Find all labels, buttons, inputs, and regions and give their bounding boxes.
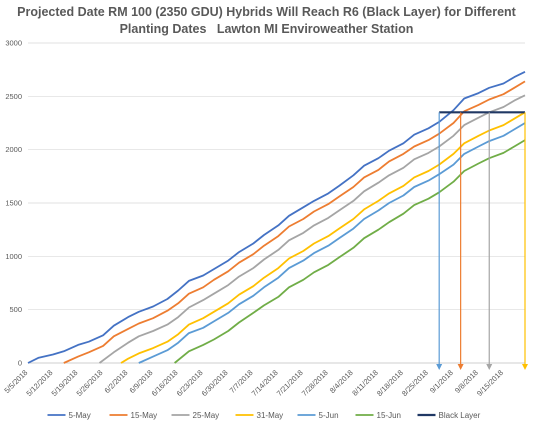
x-tick-label: 5/19/2018 [50, 368, 80, 398]
chart-title: Projected Date RM 100 (2350 GDU) Hybrids… [0, 4, 533, 38]
y-tick-label: 2000 [5, 145, 22, 154]
legend-label-31-may: 31-May [257, 411, 284, 420]
legend-label-5-may: 5-May [69, 411, 91, 420]
x-tick-label: 8/25/2018 [400, 368, 430, 398]
legend: 5-May 15-May 25-May 31-May 5-Jun 15-Jun Black … [47, 411, 481, 420]
x-tick-label: 5/26/2018 [75, 368, 105, 398]
y-axis-ticks: 0 500 1000 1500 2000 2500 3000 [5, 39, 22, 368]
chart-subtitle: Planting Dates Lawton MI Enviroweather S… [119, 22, 414, 36]
x-tick-label: 6/16/2018 [150, 368, 180, 398]
x-tick-label: 8/18/2018 [375, 368, 405, 398]
series-lines [27, 70, 526, 364]
x-tick-label: 6/2/2018 [103, 368, 130, 395]
x-tick-label: 9/15/2018 [475, 368, 505, 398]
x-tick-label: 5/12/2018 [24, 368, 54, 398]
x-tick-label: 7/28/2018 [300, 368, 330, 398]
arrow-head [457, 364, 464, 370]
y-tick-label: 500 [9, 305, 22, 314]
y-tick-label: 2500 [5, 92, 22, 101]
x-tick-label: 7/21/2018 [275, 368, 305, 398]
y-tick-label: 0 [18, 359, 22, 368]
series-line-5-may [27, 70, 526, 364]
arrow-head [522, 364, 528, 370]
y-tick-label: 1500 [5, 199, 22, 208]
series-line-5-jun [138, 122, 526, 364]
legend-label-15-jun: 15-Jun [377, 411, 401, 420]
legend-label-5-jun: 5-Jun [319, 411, 339, 420]
arrow-head [486, 364, 493, 370]
y-tick-label: 1000 [5, 252, 22, 261]
chart-title-line-1: Projected Date RM 100 (2350 GDU) Hybrids… [17, 5, 516, 19]
series-line-31-may [120, 111, 526, 364]
y-tick-label: 3000 [5, 39, 22, 48]
gridlines [28, 42, 525, 364]
series-line-15-jun [174, 139, 526, 364]
x-tick-label: 6/30/2018 [200, 368, 230, 398]
x-tick-label: 7/14/2018 [250, 368, 280, 398]
black-layer-arrows [436, 112, 528, 370]
legend-label-25-may: 25-May [193, 411, 220, 420]
x-tick-label: 6/23/2018 [175, 368, 205, 398]
legend-label-black-layer: Black Layer [439, 411, 481, 420]
series-line-25-may [98, 94, 526, 364]
x-tick-label: 9/1/2018 [428, 368, 455, 395]
legend-label-15-may: 15-May [131, 411, 158, 420]
arrow-head [436, 364, 443, 370]
x-axis-ticks: 5/5/20185/12/20185/19/20185/26/20186/2/2… [2, 368, 505, 398]
series-line-15-may [63, 80, 526, 364]
